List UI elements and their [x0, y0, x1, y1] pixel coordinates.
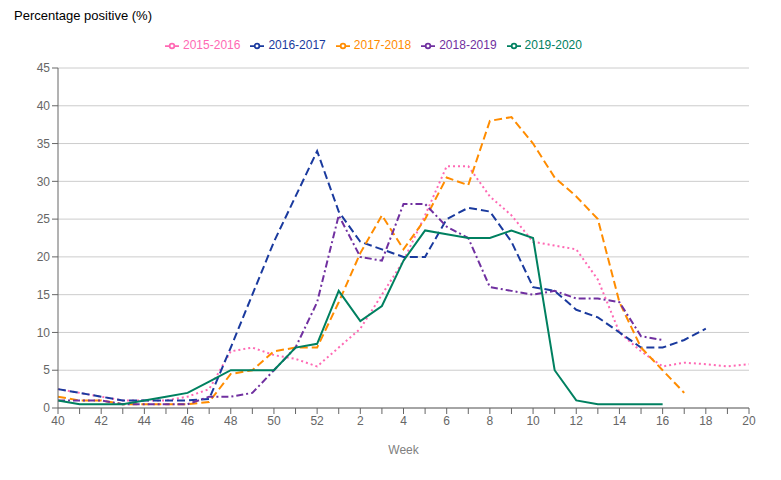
svg-text:15: 15 — [37, 288, 51, 302]
svg-text:25: 25 — [37, 212, 51, 226]
html-text:2019-2020: 2019-2020 — [524, 38, 582, 52]
svg-text:20: 20 — [37, 250, 51, 264]
svg-text:52: 52 — [310, 414, 324, 428]
svg-text:48: 48 — [224, 414, 238, 428]
svg-text:42: 42 — [95, 414, 109, 428]
svg-text:20: 20 — [742, 414, 756, 428]
svg-text:12: 12 — [570, 414, 584, 428]
svg-text:4: 4 — [400, 414, 407, 428]
html-text:Percentage positive (%): Percentage positive (%) — [14, 8, 152, 23]
svg-text:44: 44 — [138, 414, 152, 428]
svg-text:10: 10 — [37, 326, 51, 340]
svg-text:40: 40 — [37, 99, 51, 113]
svg-text:45: 45 — [37, 61, 51, 75]
svg-text:8: 8 — [487, 414, 494, 428]
html-text:2018-2019: 2018-2019 — [439, 38, 497, 52]
svg-text:35: 35 — [37, 137, 51, 151]
svg-text:6: 6 — [443, 414, 450, 428]
svg-text:2: 2 — [357, 414, 364, 428]
html-text:2016-2017: 2016-2017 — [268, 38, 326, 52]
svg-text:5: 5 — [43, 363, 50, 377]
svg-text:16: 16 — [656, 414, 670, 428]
svg-text:14: 14 — [613, 414, 627, 428]
svg-text:46: 46 — [181, 414, 195, 428]
svg-text:10: 10 — [526, 414, 540, 428]
svg-text:18: 18 — [699, 414, 713, 428]
svg-text:50: 50 — [267, 414, 281, 428]
html-text:2015-2016: 2015-2016 — [183, 38, 241, 52]
svg-text:Week: Week — [388, 443, 419, 457]
html-text:2017-2018: 2017-2018 — [353, 38, 412, 52]
svg-text:40: 40 — [51, 414, 65, 428]
svg-text:30: 30 — [37, 175, 51, 189]
svg-text:0: 0 — [43, 401, 50, 415]
